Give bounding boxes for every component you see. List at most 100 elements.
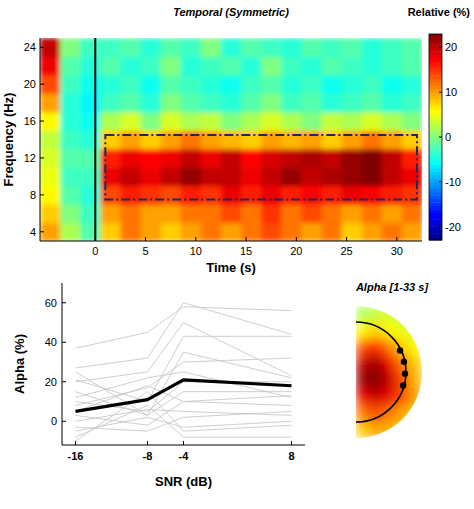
colorbar-step [429,106,442,110]
subject-line [76,372,292,415]
colorbar-step [429,144,442,148]
heatmap-cell [241,112,262,131]
subject-line [76,303,292,368]
heatmap-cell [281,112,302,131]
heatmap-cell [221,223,242,241]
heatmap-cell [382,149,403,168]
topo-cell [382,389,396,406]
heatmap-cell [342,93,363,112]
heatmap-cell [120,38,141,57]
heatmap-cell [100,93,121,112]
y-tick-label: 0 [51,415,57,427]
y-tick-label: 60 [45,297,57,309]
heatmap-cell [402,56,422,75]
colorbar-step [429,86,442,90]
heatmap-cell [382,56,403,75]
topo-cell [356,389,370,406]
colorbar-step [429,55,442,59]
heatmap-cell [201,186,222,205]
heatmap-cell [241,167,262,186]
heatmap-cell [201,93,222,112]
y-axis-title: Frequency (Hz) [1,93,16,187]
x-tick-label: 10 [190,245,202,257]
heatmap-cell [141,93,162,112]
heatmap-cell [321,75,342,94]
heatmap-cell [261,167,282,186]
heatmap-cell [342,112,363,131]
heatmap-cell [120,186,141,205]
heatmap-cell [181,167,202,186]
heatmap-cell [201,75,222,94]
y-tick [40,47,44,48]
heatmap-cell [60,204,81,223]
colorbar-step [429,37,442,41]
heatmap-cell [100,38,121,57]
heatmap-cell [281,75,302,94]
heatmap-cell [362,38,383,57]
heatmap-cell [80,223,101,241]
topo-cell [396,422,410,439]
colorbar-step [429,48,442,52]
colorbar-step [429,216,442,220]
topo-cell [356,422,370,439]
heatmap-cell [261,186,282,205]
colorbar-step [429,161,442,165]
heatmap-cell [301,223,322,241]
heatmap-cell [382,167,403,186]
heatmap-area [40,38,422,241]
heatmap-cell [321,167,342,186]
heatmap-cell [301,204,322,223]
y-tick [40,231,44,232]
heatmap-cell [201,204,222,223]
heatmap-cell [261,112,282,131]
colorbar-step [429,233,442,237]
heatmap-cell [201,223,222,241]
colorbar-step [429,127,442,131]
heatmap-cell [321,223,342,241]
heatmap-cell [382,130,403,149]
heatmap-cell [261,75,282,94]
heatmap-cell [181,204,202,223]
colorbar-step [429,110,442,114]
heatmap-cell [281,186,302,205]
x-tick [246,237,247,241]
heatmap-cell [261,56,282,75]
heatmap-cell [161,75,182,94]
x-tick [95,237,96,241]
topo-cell [382,306,396,323]
colorbar-tick-label: 20 [445,41,457,53]
colorbar-tick [439,226,442,227]
heatmap-cell [241,38,262,57]
heatmap-cell [141,38,162,57]
heatmap-cell [362,204,383,223]
heatmap-cell [281,56,302,75]
colorbar-step [429,41,442,45]
heatmap-cell [362,112,383,131]
heatmap-cell [141,167,162,186]
colorbar-step [429,171,442,175]
colorbar-step [429,137,442,141]
y-tick-label: 20 [45,376,57,388]
y-axis-title: Alpha (%) [12,334,27,394]
topo-cell [356,372,370,389]
heatmap-cell [221,186,242,205]
heatmap-cell [201,112,222,131]
heatmap-cell [80,112,101,131]
heatmap-cell [120,149,141,168]
heatmap-cell [281,130,302,149]
colorbar-step [429,147,442,151]
heatmap-cell [301,130,322,149]
lines [76,303,292,441]
heatmap-cell [161,204,182,223]
colorbar-tick [439,137,442,138]
head-outline [356,322,406,422]
heatmap-cell [100,56,121,75]
heatmap-cell [221,149,242,168]
y-tick [62,302,66,303]
x-tick [75,441,76,445]
heatmap-cell [342,38,363,57]
colorbar-step [429,219,442,223]
heatmap-cell [301,93,322,112]
heatmap-cell [281,38,302,57]
heatmap-cell [301,149,322,168]
